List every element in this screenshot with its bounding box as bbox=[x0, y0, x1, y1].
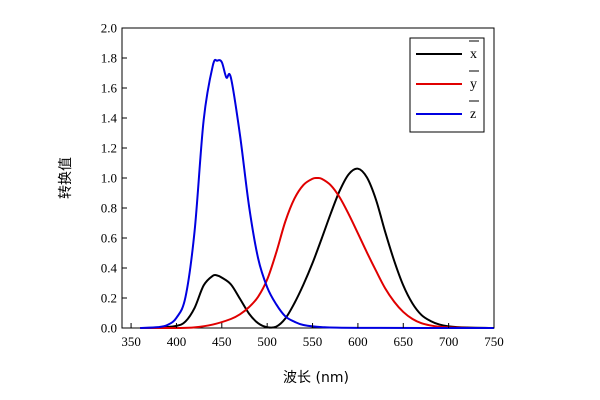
series-line-z bbox=[140, 58, 495, 329]
plot-area: 350 400 450 500 550 600 650 700 750 0.0 0.2 0.4 0.6… bbox=[101, 21, 504, 350]
y-tick-label: 0.2 bbox=[101, 291, 117, 306]
legend-label-x: x bbox=[470, 47, 477, 62]
x-tick-label: 450 bbox=[212, 334, 232, 349]
y-tick-label: 1.2 bbox=[101, 141, 117, 156]
y-tick-label: 1.8 bbox=[101, 51, 117, 66]
y-tick-label: 1.4 bbox=[101, 111, 118, 126]
y-tick-label: 0.6 bbox=[101, 231, 118, 246]
x-tick-label: 550 bbox=[303, 334, 323, 349]
y-tick-label: 0.8 bbox=[101, 201, 117, 216]
y-tick-label: 0.4 bbox=[101, 261, 118, 276]
x-axis-title: 波长 (nm) bbox=[283, 370, 349, 386]
y-tick-label: 1.6 bbox=[101, 81, 118, 96]
y-axis-title: 转换值 bbox=[57, 157, 74, 199]
x-tick-label: 400 bbox=[167, 334, 187, 349]
x-tick-label: 750 bbox=[484, 334, 504, 349]
legend-label-y: y bbox=[470, 77, 477, 92]
y-tick-label: 1.0 bbox=[101, 171, 117, 186]
y-axis-ticks: 0.0 0.2 0.4 0.6 0.8 1.0 1.2 1.4 1.6 1.8 2.0 bbox=[101, 21, 127, 336]
x-axis-ticks: 350 400 450 500 550 600 650 700 750 bbox=[121, 323, 504, 349]
x-tick-label: 700 bbox=[439, 334, 459, 349]
y-tick-label: 0.0 bbox=[101, 321, 117, 336]
series-line-x bbox=[140, 167, 495, 329]
x-tick-label: 600 bbox=[348, 334, 368, 349]
x-tick-label: 350 bbox=[121, 334, 141, 349]
legend-label-z: z bbox=[470, 107, 476, 122]
legend: xyz bbox=[409, 37, 485, 133]
series-line-y bbox=[140, 176, 495, 330]
x-tick-label: 650 bbox=[394, 334, 414, 349]
y-tick-label: 2.0 bbox=[101, 21, 117, 36]
x-tick-label: 500 bbox=[257, 334, 277, 349]
series-lines bbox=[140, 58, 495, 330]
legend-items: xyz bbox=[416, 40, 479, 122]
